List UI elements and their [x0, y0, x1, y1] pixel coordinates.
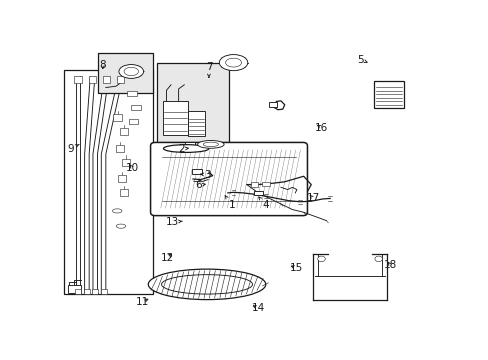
Bar — [156, 63, 228, 157]
Ellipse shape — [112, 209, 122, 213]
Text: 5: 5 — [356, 55, 366, 65]
FancyBboxPatch shape — [150, 143, 307, 216]
Text: 15: 15 — [289, 263, 302, 273]
Text: 6: 6 — [195, 180, 205, 190]
Ellipse shape — [124, 67, 138, 76]
Bar — [84, 289, 90, 294]
Bar — [262, 182, 269, 186]
Bar — [373, 81, 403, 108]
Ellipse shape — [161, 275, 252, 294]
Bar — [268, 102, 277, 107]
Bar — [131, 105, 141, 110]
Text: 4: 4 — [258, 197, 268, 210]
Bar — [254, 191, 262, 195]
Ellipse shape — [148, 269, 265, 300]
Text: 2: 2 — [178, 144, 188, 154]
Bar — [113, 114, 122, 121]
Ellipse shape — [119, 64, 143, 78]
Text: 8: 8 — [99, 60, 106, 70]
Text: 9: 9 — [67, 144, 79, 153]
Text: 11: 11 — [136, 297, 149, 307]
Bar — [122, 159, 130, 166]
Text: 1: 1 — [224, 195, 235, 210]
Bar — [74, 76, 82, 84]
Ellipse shape — [203, 142, 218, 147]
Bar — [102, 76, 110, 84]
Bar — [118, 175, 126, 183]
Bar — [184, 141, 195, 147]
Bar — [116, 145, 124, 152]
Bar — [128, 118, 138, 123]
Text: 17: 17 — [306, 193, 319, 203]
Bar — [163, 102, 188, 135]
Circle shape — [317, 256, 325, 262]
Bar — [68, 285, 81, 293]
Bar — [89, 76, 96, 84]
Bar — [191, 169, 202, 174]
Circle shape — [374, 256, 382, 262]
Text: 12: 12 — [160, 253, 174, 263]
Text: 3: 3 — [200, 170, 210, 180]
Text: 14: 14 — [251, 303, 264, 313]
Bar — [127, 91, 137, 96]
Bar — [92, 289, 98, 294]
Bar — [250, 183, 258, 187]
Text: 18: 18 — [383, 260, 396, 270]
Bar — [120, 189, 128, 196]
Ellipse shape — [163, 145, 208, 152]
Text: 16: 16 — [315, 123, 328, 133]
Ellipse shape — [197, 140, 224, 148]
Bar — [98, 53, 153, 93]
Text: 10: 10 — [125, 163, 139, 173]
Text: 13: 13 — [166, 217, 182, 227]
Bar — [188, 111, 205, 136]
Bar — [64, 69, 153, 294]
Ellipse shape — [219, 55, 247, 71]
Bar — [101, 289, 106, 294]
Bar — [117, 76, 124, 84]
Bar — [75, 289, 81, 294]
Ellipse shape — [116, 224, 125, 228]
Text: 7: 7 — [205, 62, 212, 77]
Ellipse shape — [225, 58, 241, 67]
Bar — [120, 128, 128, 135]
